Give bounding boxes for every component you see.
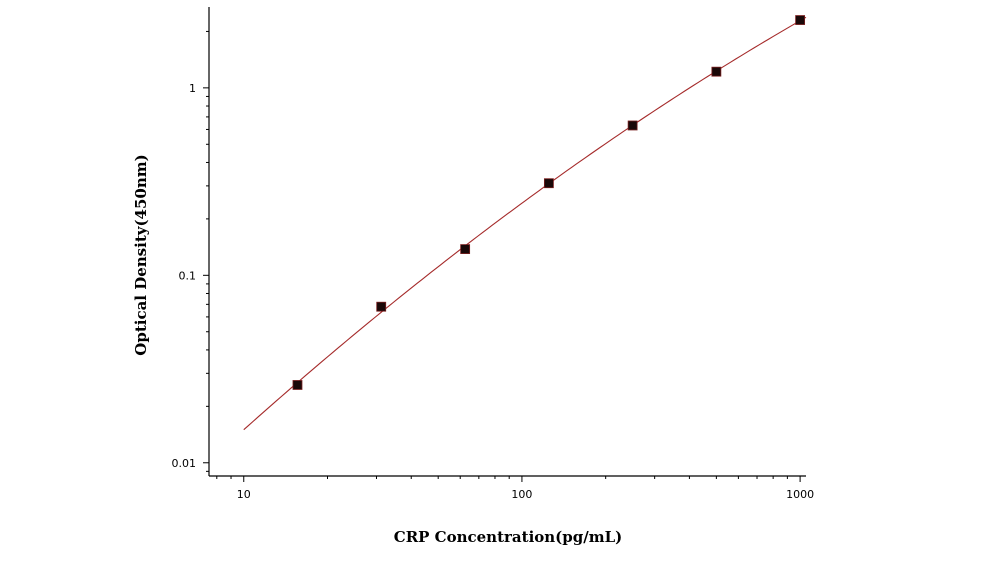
y-axis-ticks: 0.01 0.1 1 xyxy=(172,30,209,472)
data-point xyxy=(543,178,554,189)
data-point xyxy=(711,66,722,77)
data-point xyxy=(627,120,638,131)
y-axis-title: Optical Density(450nm) xyxy=(132,154,150,355)
data-point xyxy=(292,380,303,390)
data-points xyxy=(292,15,806,390)
y-tick-label: 0.01 xyxy=(172,457,197,470)
data-point xyxy=(460,244,471,254)
data-point xyxy=(795,15,806,25)
fit-curve xyxy=(243,16,807,431)
x-tick-label: 10 xyxy=(237,488,251,501)
y-tick-label: 1 xyxy=(189,82,196,95)
x-axis-ticks: 10 100 1000 xyxy=(216,476,814,501)
x-tick-label: 100 xyxy=(511,488,532,501)
data-point xyxy=(376,301,387,312)
plot-area: 10 100 1000 0.01 0.1 1 xyxy=(172,7,814,501)
x-axis-title: CRP Concentration(pg/mL) xyxy=(394,528,623,546)
x-tick-label: 1000 xyxy=(786,488,814,501)
y-tick-label: 0.1 xyxy=(179,269,197,282)
